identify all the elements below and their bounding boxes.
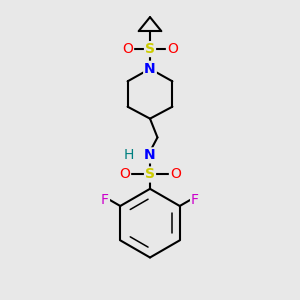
Text: O: O bbox=[167, 42, 178, 56]
Text: F: F bbox=[191, 193, 199, 207]
Text: F: F bbox=[101, 193, 109, 207]
Text: N: N bbox=[144, 148, 156, 162]
Text: O: O bbox=[170, 167, 181, 182]
Text: H: H bbox=[124, 148, 134, 162]
Text: S: S bbox=[145, 167, 155, 182]
Text: N: N bbox=[144, 62, 156, 76]
Text: O: O bbox=[122, 42, 133, 56]
Text: S: S bbox=[145, 42, 155, 56]
Text: O: O bbox=[119, 167, 130, 182]
